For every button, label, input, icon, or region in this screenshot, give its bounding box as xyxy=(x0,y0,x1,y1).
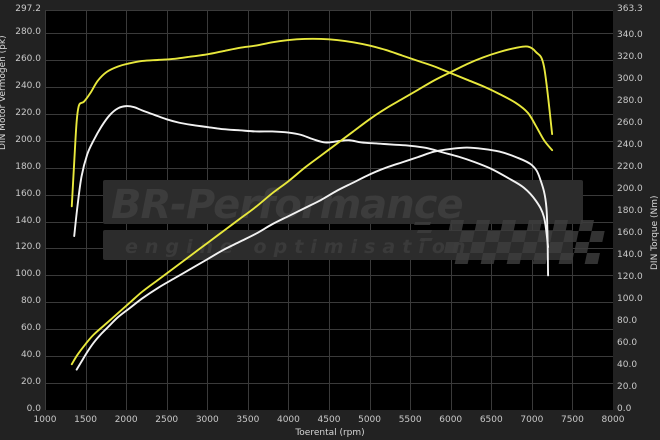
y-tick-right: 80.0 xyxy=(617,315,638,326)
x-tick: 3500 xyxy=(236,415,260,425)
plot-area: BR-Performance engine optimisation xyxy=(45,10,613,410)
x-tick: 2500 xyxy=(155,415,179,425)
y-tick-right: 200.0 xyxy=(617,183,643,194)
y-tick-left: 240.0 xyxy=(15,80,41,91)
y-axis-left-title: DIN Motor Vermogen (pk) xyxy=(0,35,8,150)
y-tick-left: 40.0 xyxy=(20,350,41,361)
y-tick-left: 60.0 xyxy=(20,323,41,334)
y-tick-left: 180.0 xyxy=(15,161,41,172)
x-tick: 5000 xyxy=(358,415,382,425)
y-tick-right: 20.0 xyxy=(617,381,638,392)
y-tick-left: 220.0 xyxy=(15,107,41,118)
y-tick-left: 260.0 xyxy=(15,54,41,65)
y-tick-left: 280.0 xyxy=(15,27,41,38)
gridline-horizontal xyxy=(45,329,613,330)
x-tick: 8000 xyxy=(601,415,625,425)
y-tick-left: 80.0 xyxy=(20,296,41,307)
y-axis-right-title: DIN Torque (Nm) xyxy=(650,195,660,270)
y-tick-right: 160.0 xyxy=(617,227,643,238)
x-tick: 4500 xyxy=(317,415,341,425)
x-tick: 7500 xyxy=(560,415,584,425)
y-tick-right: 100.0 xyxy=(617,293,643,304)
x-tick: 6500 xyxy=(479,415,503,425)
x-tick: 2000 xyxy=(114,415,138,425)
y-tick-right: 280.0 xyxy=(617,95,643,106)
curve-power-tuned xyxy=(70,45,554,366)
y-tick-left: 100.0 xyxy=(15,269,41,280)
y-tick-right: 220.0 xyxy=(617,161,643,172)
y-tick-right: 60.0 xyxy=(617,337,638,348)
gridline-horizontal xyxy=(45,10,613,11)
y-tick-right: 320.0 xyxy=(617,51,643,62)
x-tick: 7000 xyxy=(520,415,544,425)
y-tick-right: 40.0 xyxy=(617,359,638,370)
y-tick-right: 340.0 xyxy=(617,29,643,40)
y-tick-right: 0.0 xyxy=(617,404,632,414)
y-tick-left: 0.0 xyxy=(26,404,41,414)
gridline-horizontal xyxy=(45,383,613,384)
gridline-horizontal xyxy=(45,302,613,303)
gridline-horizontal xyxy=(45,168,613,169)
x-tick: 4000 xyxy=(276,415,300,425)
curve-layer xyxy=(70,37,554,371)
curve-torque-stock xyxy=(73,105,550,248)
x-tick: 1500 xyxy=(74,415,98,425)
curve-torque-tuned xyxy=(70,37,554,208)
y-tick-right: 300.0 xyxy=(617,73,643,84)
curve-power-stock xyxy=(75,146,550,371)
y-tick-right: 120.0 xyxy=(617,271,643,282)
x-tick: 5500 xyxy=(398,415,422,425)
x-tick: 6000 xyxy=(439,415,463,425)
gridline-vertical xyxy=(86,10,87,410)
gridline-horizontal xyxy=(45,60,613,61)
x-tick: 1000 xyxy=(33,415,57,425)
y-tick-right: 240.0 xyxy=(617,139,643,150)
gridline-horizontal xyxy=(45,356,613,357)
gridline-horizontal xyxy=(45,275,613,276)
y-tick-right: 363.3 xyxy=(617,4,643,14)
gridline-horizontal xyxy=(45,33,613,34)
gridline-horizontal xyxy=(45,114,613,115)
y-tick-left: 20.0 xyxy=(20,377,41,388)
x-axis-title: Toerental (rpm) xyxy=(295,428,365,438)
y-tick-right: 140.0 xyxy=(617,249,643,260)
y-tick-left: 160.0 xyxy=(15,188,41,199)
y-tick-left: 297.2 xyxy=(15,4,41,14)
gridline-vertical xyxy=(45,10,46,410)
y-tick-right: 180.0 xyxy=(617,205,643,216)
x-tick: 3000 xyxy=(195,415,219,425)
y-tick-left: 120.0 xyxy=(15,242,41,253)
gridline-horizontal xyxy=(45,87,613,88)
y-tick-left: 200.0 xyxy=(15,134,41,145)
y-tick-right: 260.0 xyxy=(617,117,643,128)
y-tick-left: 140.0 xyxy=(15,215,41,226)
